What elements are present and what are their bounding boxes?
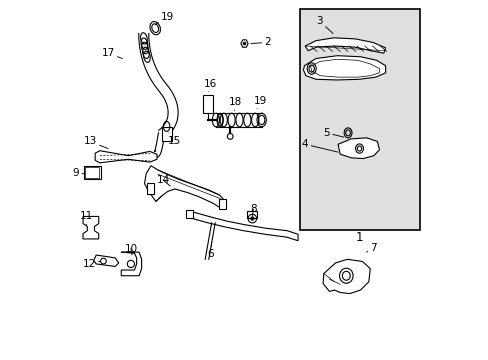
Text: 5: 5 (323, 128, 343, 138)
Polygon shape (154, 133, 164, 157)
Text: 4: 4 (301, 139, 337, 152)
Bar (247, 211, 257, 217)
Polygon shape (121, 252, 142, 276)
Polygon shape (83, 216, 99, 239)
Text: 14: 14 (156, 175, 170, 186)
Text: 17: 17 (101, 48, 122, 59)
Polygon shape (305, 38, 385, 53)
Circle shape (227, 134, 233, 139)
Text: 12: 12 (82, 259, 100, 269)
Polygon shape (241, 40, 247, 47)
Text: 10: 10 (124, 244, 137, 255)
Polygon shape (144, 166, 224, 208)
Bar (219, 199, 225, 209)
Polygon shape (139, 33, 178, 138)
Bar (83, 166, 101, 179)
Polygon shape (323, 259, 369, 294)
Text: 6: 6 (207, 243, 214, 259)
Bar (147, 183, 153, 194)
Text: 15: 15 (168, 133, 181, 146)
Bar (85, 167, 99, 178)
Text: 19: 19 (155, 13, 174, 24)
Text: 11: 11 (80, 211, 93, 225)
Bar (216, 113, 262, 127)
Circle shape (250, 216, 254, 221)
Polygon shape (310, 59, 379, 77)
Text: 2: 2 (250, 37, 270, 48)
Circle shape (242, 42, 246, 45)
Bar (185, 210, 193, 218)
Text: 16: 16 (203, 78, 217, 91)
Text: 19: 19 (253, 96, 266, 109)
Polygon shape (94, 255, 119, 266)
Bar (162, 127, 171, 141)
Text: 8: 8 (249, 204, 256, 216)
Text: 7: 7 (366, 243, 376, 253)
Text: 1: 1 (355, 231, 363, 244)
Text: 18: 18 (228, 97, 242, 111)
Polygon shape (190, 211, 298, 241)
Bar (203, 95, 213, 113)
Bar (299, 9, 419, 230)
Text: 13: 13 (83, 136, 108, 149)
Text: 9: 9 (72, 168, 85, 178)
Polygon shape (95, 151, 157, 163)
Text: 3: 3 (316, 16, 332, 33)
Polygon shape (337, 138, 379, 158)
Polygon shape (303, 56, 385, 80)
